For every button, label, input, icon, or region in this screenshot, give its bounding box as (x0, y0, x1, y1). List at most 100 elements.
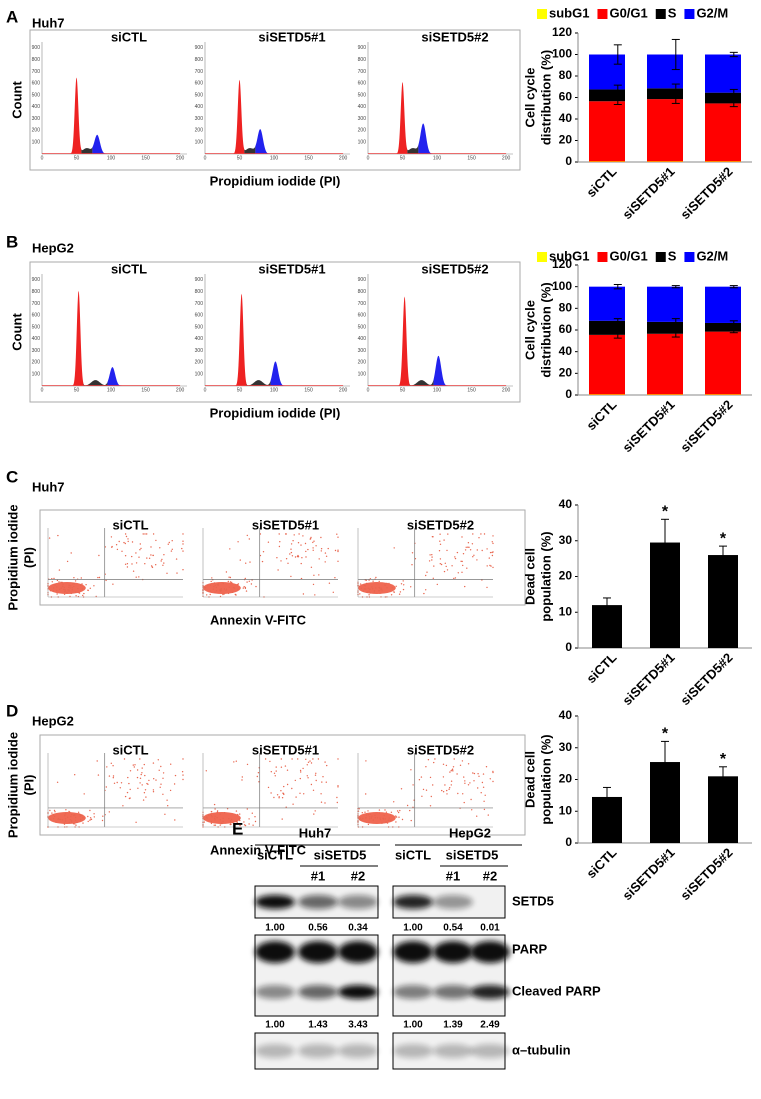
x-tick-label: siSETD5#1 (619, 845, 677, 903)
blot-band (433, 941, 473, 963)
dot (72, 823, 75, 825)
dot (245, 590, 248, 592)
dot (63, 588, 65, 591)
dot (358, 818, 361, 820)
legend-label: G0/G1 (609, 248, 647, 263)
bar-segment (589, 54, 625, 90)
dot (135, 821, 137, 823)
dot (278, 545, 281, 548)
hist-y-tick: 400 (32, 336, 41, 342)
dot (229, 548, 231, 550)
bar-segment (647, 333, 683, 395)
blot-band (255, 941, 295, 963)
hist-x-tick: 0 (204, 387, 207, 393)
dot (132, 764, 134, 766)
dot (287, 562, 289, 564)
dot (246, 763, 249, 766)
dot (478, 537, 480, 539)
blot-target: α–tubulin (512, 1042, 571, 1057)
dot (129, 788, 131, 791)
significance-mark: * (662, 504, 669, 521)
dot (139, 543, 141, 545)
dot (320, 801, 323, 803)
dot (483, 800, 485, 802)
dot (216, 811, 218, 813)
dot (163, 562, 165, 564)
blot-band (338, 941, 378, 963)
dot (81, 814, 83, 816)
dot (219, 824, 221, 826)
dot (209, 584, 212, 586)
hist-y-tick: 200 (195, 128, 204, 134)
dot (98, 554, 100, 557)
dot (163, 554, 165, 556)
dot (291, 758, 293, 760)
dot (119, 787, 122, 789)
dot (367, 814, 370, 816)
dot (483, 533, 486, 535)
dot (313, 540, 315, 542)
dot (229, 822, 232, 824)
dot (143, 763, 145, 766)
dot (164, 813, 166, 815)
blot-band (298, 895, 338, 909)
hist-x-tick: 100 (107, 387, 116, 393)
dot (297, 758, 299, 760)
dot (73, 583, 75, 585)
dot (141, 772, 143, 774)
hist-y-tick: 300 (32, 348, 41, 354)
dot (487, 814, 489, 816)
hist-y-tick: 400 (358, 336, 367, 342)
dot (64, 590, 67, 592)
dot (256, 775, 258, 778)
dot (181, 771, 184, 773)
dot (359, 817, 362, 819)
dot (456, 773, 458, 775)
dot (365, 760, 367, 762)
dot (166, 572, 168, 574)
dot (211, 816, 213, 818)
dot (237, 588, 239, 591)
hist-y-tick: 100 (32, 140, 41, 146)
quantification: 3.43 (348, 1020, 368, 1031)
plot-title: siCTL (112, 742, 148, 757)
dot (127, 776, 129, 779)
dot (222, 593, 224, 596)
dot (122, 805, 124, 807)
hist-x-tick: 200 (339, 155, 348, 161)
dot (447, 533, 449, 535)
hist-y-tick: 500 (32, 324, 41, 330)
dot (337, 536, 339, 538)
dot (468, 546, 470, 548)
dot (174, 819, 176, 821)
dot (334, 549, 337, 552)
dot (292, 803, 294, 805)
dot (399, 591, 402, 593)
dot (246, 808, 248, 810)
dot (219, 588, 221, 591)
dot (473, 772, 476, 775)
dot (160, 765, 162, 768)
dot (255, 585, 257, 588)
dot (129, 770, 132, 772)
hist-y-tick: 800 (32, 57, 41, 63)
dot (322, 776, 324, 778)
x-tick-label: siCTL (583, 397, 619, 433)
dot (384, 818, 387, 820)
dot (486, 586, 488, 589)
cell-line: Huh7 (299, 825, 332, 840)
hist-x-tick: 100 (433, 387, 442, 393)
hist-y-tick: 400 (358, 104, 367, 110)
dot (436, 583, 438, 586)
dot (457, 572, 459, 574)
plot-frame (29, 261, 521, 403)
quantification: 0.01 (480, 923, 500, 934)
y-tick-label: 20 (559, 569, 573, 583)
plot-frame (39, 509, 526, 606)
dot (336, 533, 338, 535)
hist-x-tick: 150 (304, 155, 313, 161)
hist-x-tick: 200 (339, 387, 348, 393)
hist-x-tick: 100 (270, 387, 279, 393)
dot (243, 824, 246, 826)
